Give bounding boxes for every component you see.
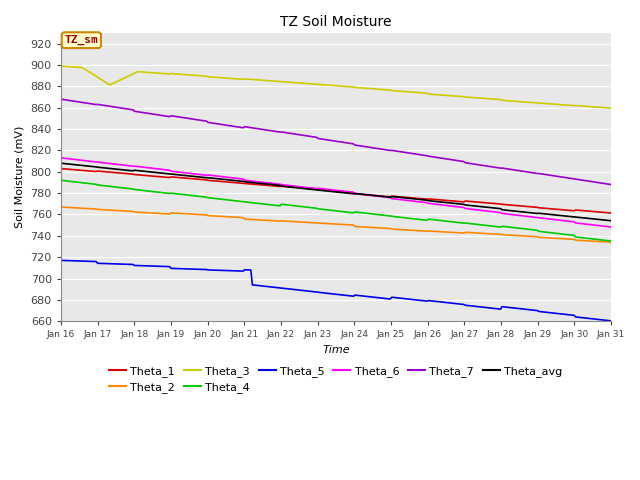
Theta_3 [248,77,256,83]
Theta_1 [577,207,584,213]
Theta_7 [124,106,132,112]
Theta_4 [124,186,132,192]
Theta_1 [57,166,65,171]
Theta_avg [248,180,256,185]
Theta_7 [607,181,614,187]
Theta_3 [577,103,584,109]
Theta_5 [298,288,305,293]
Theta_2 [607,240,614,245]
Theta_5 [239,268,247,274]
Title: TZ Soil Moisture: TZ Soil Moisture [280,15,392,29]
Theta_avg [607,218,614,224]
Theta_2 [57,204,65,210]
Theta_6 [221,174,228,180]
Theta_5 [577,314,584,320]
Theta_4 [298,204,305,209]
Theta_1 [298,185,305,191]
Theta_2 [248,216,256,222]
Line: Theta_3: Theta_3 [61,66,611,108]
Theta_avg [298,185,305,191]
Line: Theta_2: Theta_2 [61,207,611,242]
Theta_7 [57,96,65,102]
Theta_6 [124,163,132,168]
Theta_1 [221,179,228,185]
Line: Theta_6: Theta_6 [61,158,611,227]
Theta_4 [57,178,65,183]
Theta_avg [57,160,65,166]
Theta_3 [239,76,247,82]
Theta_7 [239,125,247,131]
Theta_5 [607,318,614,324]
Legend: Theta_1, Theta_2, Theta_3, Theta_4, Theta_5, Theta_6, Theta_7, Theta_avg: Theta_1, Theta_2, Theta_3, Theta_4, Thet… [105,361,566,397]
Theta_7 [298,132,305,138]
Text: TZ_sm: TZ_sm [65,35,99,45]
Theta_6 [607,224,614,230]
Theta_avg [221,177,228,182]
Theta_1 [607,210,614,216]
Line: Theta_5: Theta_5 [61,260,611,321]
Theta_4 [221,197,228,203]
Theta_5 [124,262,132,267]
Theta_4 [607,238,614,244]
Theta_5 [57,257,65,263]
Line: Theta_7: Theta_7 [61,99,611,184]
Theta_6 [248,178,256,184]
Theta_2 [239,215,247,220]
Theta_3 [57,63,65,69]
Theta_2 [298,219,305,225]
Line: Theta_1: Theta_1 [61,168,611,213]
Theta_7 [577,177,584,183]
Theta_2 [221,214,228,219]
Theta_5 [221,268,228,274]
Theta_7 [221,122,228,128]
Theta_3 [607,105,614,111]
Theta_6 [577,221,584,227]
Theta_6 [298,184,305,190]
Theta_avg [124,168,132,173]
X-axis label: Time: Time [322,345,349,355]
Line: Theta_avg: Theta_avg [61,163,611,221]
Theta_1 [239,180,247,186]
Theta_5 [248,282,256,288]
Theta_3 [124,73,132,79]
Theta_2 [577,238,584,243]
Theta_avg [239,179,247,184]
Theta_6 [57,155,65,161]
Theta_3 [221,75,228,81]
Y-axis label: Soil Moisture (mV): Soil Moisture (mV) [15,126,25,228]
Theta_7 [248,125,256,131]
Line: Theta_4: Theta_4 [61,180,611,241]
Theta_avg [577,215,584,220]
Theta_6 [239,176,247,182]
Theta_1 [124,171,132,177]
Theta_4 [248,200,256,205]
Theta_1 [248,181,256,187]
Theta_4 [239,199,247,204]
Theta_4 [577,235,584,240]
Theta_2 [124,208,132,214]
Theta_3 [298,80,305,86]
